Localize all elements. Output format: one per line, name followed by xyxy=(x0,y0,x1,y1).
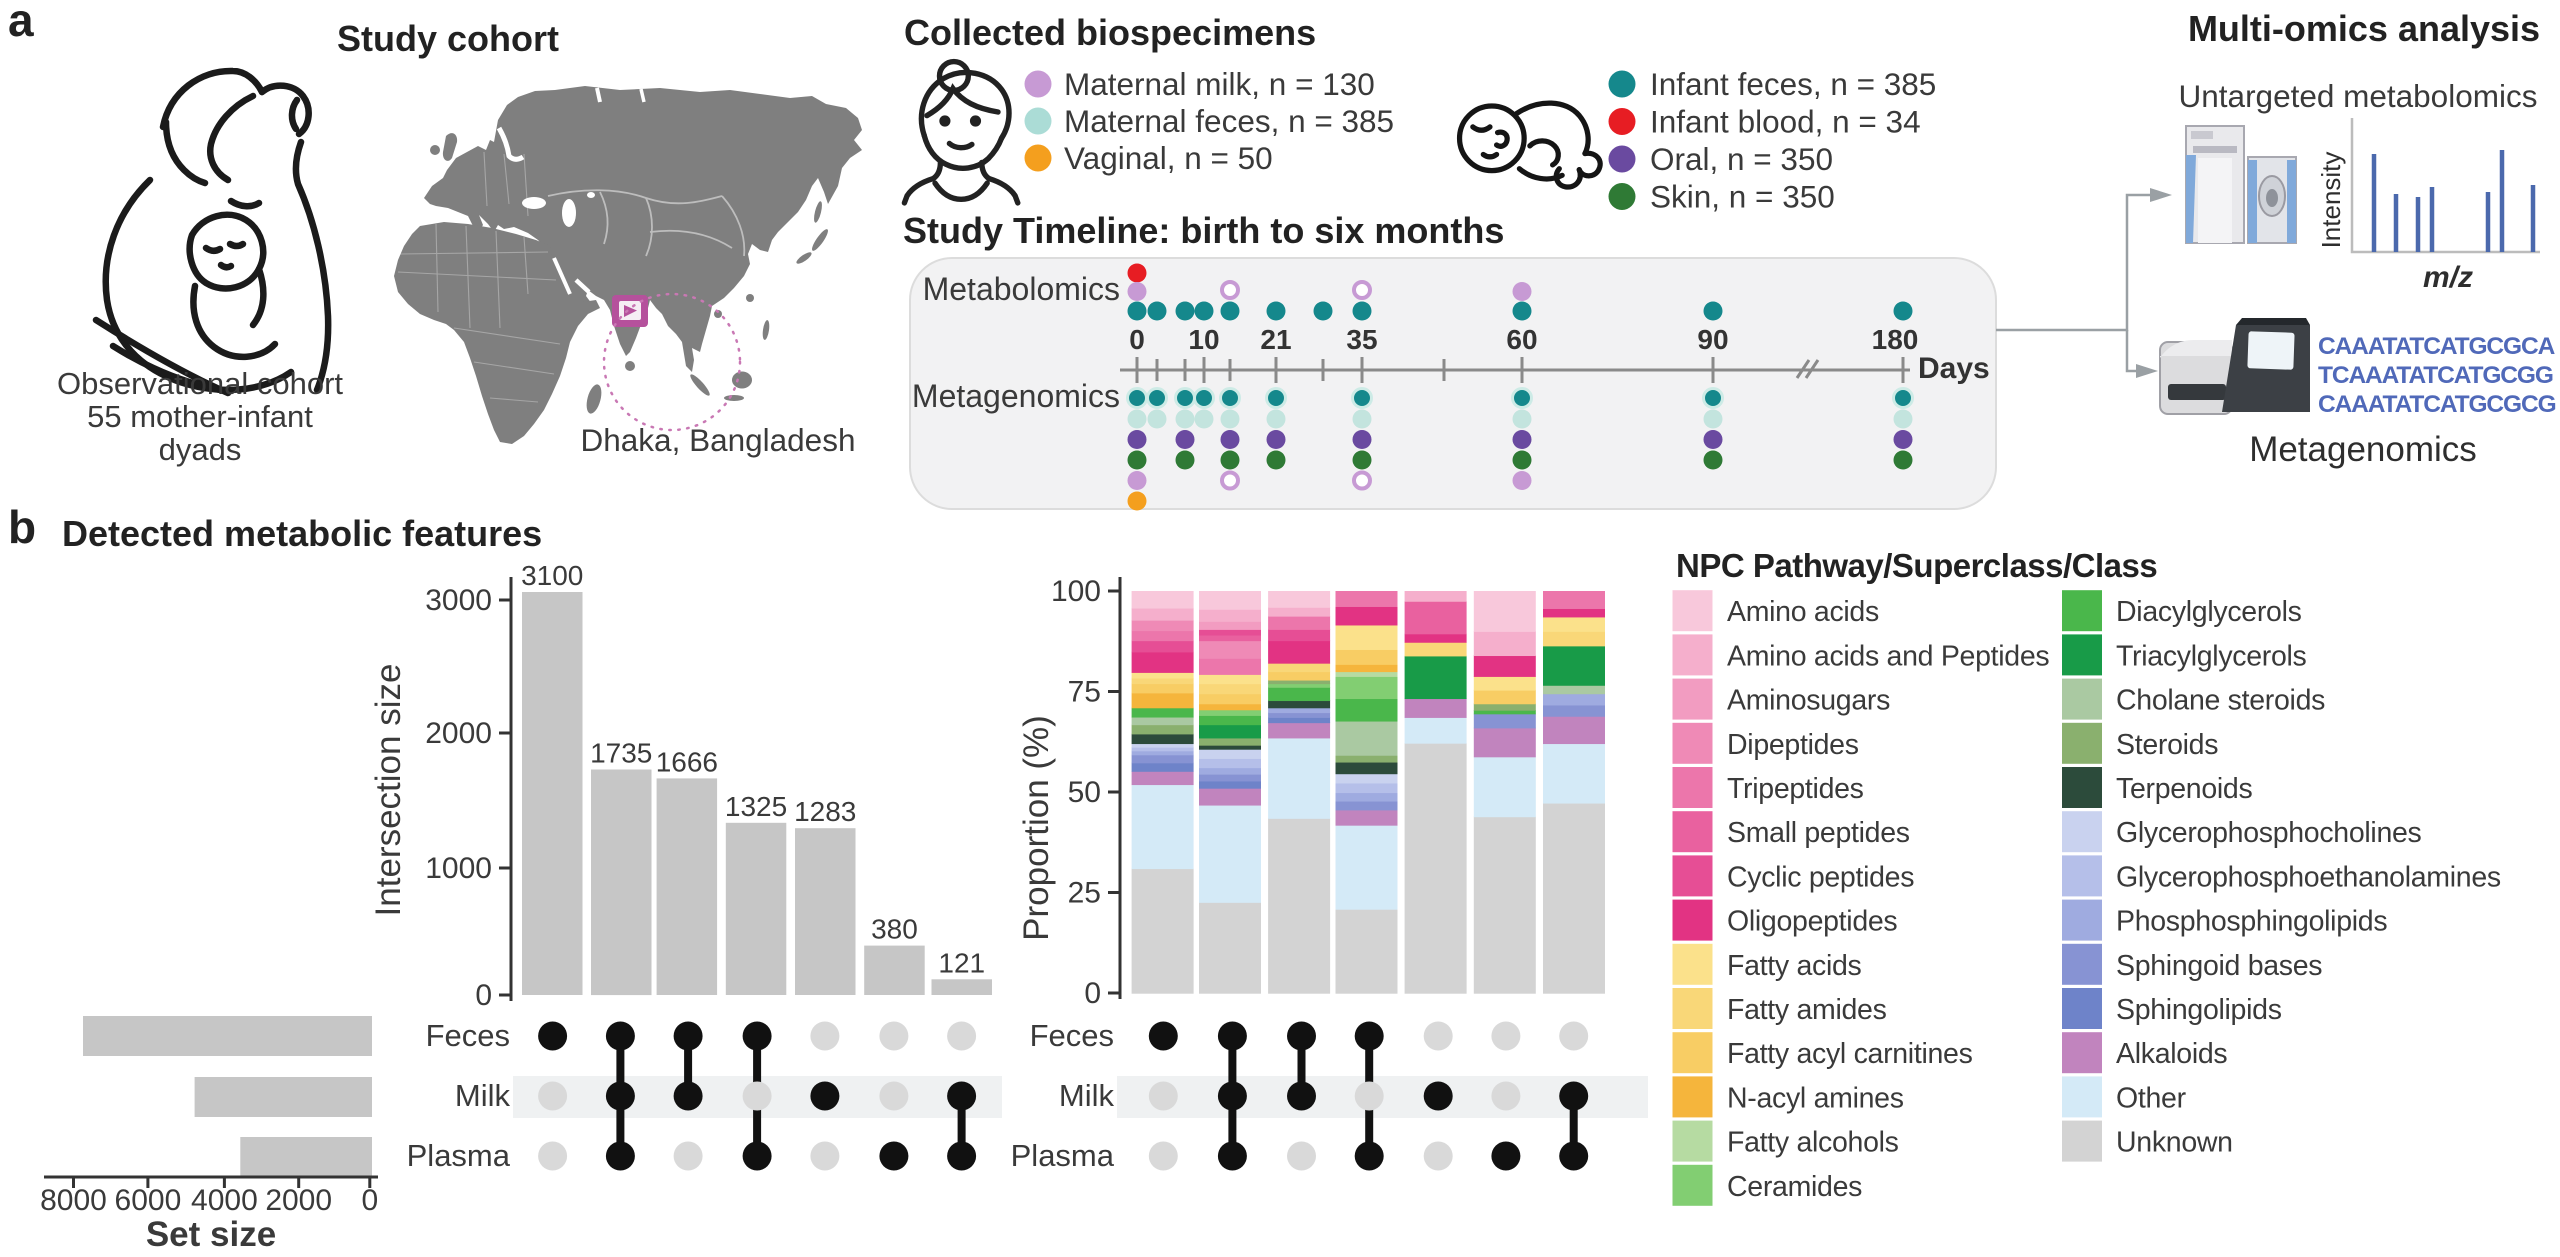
svg-text:55 mother-infant: 55 mother-infant xyxy=(87,399,313,434)
svg-text:Small peptides: Small peptides xyxy=(1727,817,1910,849)
svg-text:dyads: dyads xyxy=(159,432,242,467)
svg-text:0: 0 xyxy=(361,1184,378,1217)
svg-text:Tripeptides: Tripeptides xyxy=(1727,773,1864,805)
svg-text:Observational cohort: Observational cohort xyxy=(57,366,343,401)
svg-text:50: 50 xyxy=(1068,776,1101,809)
svg-text:Metabolomics: Metabolomics xyxy=(923,271,1120,307)
svg-text:Study cohort: Study cohort xyxy=(337,18,559,59)
svg-text:Fatty amides: Fatty amides xyxy=(1727,994,1887,1026)
svg-text:Dipeptides: Dipeptides xyxy=(1727,729,1859,761)
svg-text:Maternal feces, n = 385: Maternal feces, n = 385 xyxy=(1064,103,1394,139)
svg-text:Oligopeptides: Oligopeptides xyxy=(1727,906,1897,938)
svg-text:3000: 3000 xyxy=(425,584,492,617)
svg-text:N-acyl amines: N-acyl amines xyxy=(1727,1082,1904,1114)
svg-text:Glycerophosphocholines: Glycerophosphocholines xyxy=(2116,817,2422,849)
svg-text:Untargeted metabolomics: Untargeted metabolomics xyxy=(2179,78,2538,114)
svg-text:121: 121 xyxy=(938,947,985,978)
svg-text:60: 60 xyxy=(1506,324,1537,355)
svg-text:25: 25 xyxy=(1068,877,1101,910)
svg-text:6000: 6000 xyxy=(115,1184,182,1217)
svg-text:Metagenomics: Metagenomics xyxy=(912,378,1120,414)
svg-text:a: a xyxy=(8,0,34,46)
svg-text:Set size: Set size xyxy=(146,1215,276,1254)
svg-text:0: 0 xyxy=(1084,977,1101,1010)
svg-text:m/z: m/z xyxy=(2423,261,2473,294)
svg-text:Terpenoids: Terpenoids xyxy=(2116,773,2252,805)
svg-text:Days: Days xyxy=(1918,352,1990,385)
svg-text:75: 75 xyxy=(1068,676,1101,709)
svg-text:3100: 3100 xyxy=(521,560,583,591)
svg-text:Detected metabolic features: Detected metabolic features xyxy=(62,513,542,554)
svg-text:1735: 1735 xyxy=(590,737,652,768)
svg-text:Fatty alcohols: Fatty alcohols xyxy=(1727,1127,1899,1159)
svg-text:Collected biospecimens: Collected biospecimens xyxy=(904,12,1316,53)
svg-text:Fatty acyl carnitines: Fatty acyl carnitines xyxy=(1727,1038,1973,1070)
svg-text:90: 90 xyxy=(1697,324,1728,355)
svg-text:Study Timeline: birth to six m: Study Timeline: birth to six months xyxy=(903,210,1504,251)
svg-text:Intersection size: Intersection size xyxy=(369,664,408,917)
svg-text:2000: 2000 xyxy=(425,717,492,750)
svg-text:Cholane steroids: Cholane steroids xyxy=(2116,685,2325,717)
svg-text:1000: 1000 xyxy=(425,852,492,885)
svg-text:Infant feces, n = 385: Infant feces, n = 385 xyxy=(1650,66,1936,102)
svg-text:0: 0 xyxy=(1129,324,1145,355)
svg-text:Proportion (%): Proportion (%) xyxy=(1017,715,1056,941)
svg-text:10: 10 xyxy=(1188,324,1219,355)
svg-text:Intensity: Intensity xyxy=(2316,152,2346,249)
svg-text:Amino acids and Peptides: Amino acids and Peptides xyxy=(1727,640,2049,672)
svg-text:Feces: Feces xyxy=(426,1018,510,1053)
svg-text:Dhaka, Bangladesh: Dhaka, Bangladesh xyxy=(581,422,856,458)
svg-text:Plasma: Plasma xyxy=(407,1138,511,1173)
svg-text:Metagenomics: Metagenomics xyxy=(2249,430,2477,469)
svg-text:2000: 2000 xyxy=(265,1184,332,1217)
svg-text:CAAATATCATGCGCG: CAAATATCATGCGCG xyxy=(2318,391,2556,418)
svg-text:Fatty acids: Fatty acids xyxy=(1727,950,1862,982)
svg-text:8000: 8000 xyxy=(40,1184,107,1217)
svg-text:380: 380 xyxy=(871,914,918,945)
svg-text:4000: 4000 xyxy=(191,1184,258,1217)
svg-text:21: 21 xyxy=(1260,324,1291,355)
svg-text:Other: Other xyxy=(2116,1082,2187,1114)
svg-text:NPC Pathway/Superclass/Class: NPC Pathway/Superclass/Class xyxy=(1676,547,2157,584)
svg-text:1283: 1283 xyxy=(794,796,856,827)
svg-text:Vaginal, n = 50: Vaginal, n = 50 xyxy=(1064,140,1273,176)
svg-text:100: 100 xyxy=(1051,575,1101,608)
svg-text:Glycerophosphoethanolamines: Glycerophosphoethanolamines xyxy=(2116,861,2501,893)
svg-text:Sphingolipids: Sphingolipids xyxy=(2116,994,2282,1026)
svg-text:1666: 1666 xyxy=(656,746,718,777)
svg-text:Infant blood, n = 34: Infant blood, n = 34 xyxy=(1650,104,1921,140)
svg-text:Diacylglycerols: Diacylglycerols xyxy=(2116,596,2302,628)
svg-text:Multi-omics analysis: Multi-omics analysis xyxy=(2188,8,2540,49)
svg-text:35: 35 xyxy=(1346,324,1377,355)
svg-text:Steroids: Steroids xyxy=(2116,729,2218,761)
svg-text:CAAATATCATGCGCA: CAAATATCATGCGCA xyxy=(2318,333,2556,360)
svg-text:Alkaloids: Alkaloids xyxy=(2116,1038,2227,1070)
svg-text:Milk: Milk xyxy=(455,1078,511,1113)
svg-text:1325: 1325 xyxy=(725,791,787,822)
svg-text:Ceramides: Ceramides xyxy=(1727,1171,1862,1203)
svg-text:180: 180 xyxy=(1872,324,1919,355)
svg-text:Oral, n = 350: Oral, n = 350 xyxy=(1650,141,1833,177)
svg-text:Feces: Feces xyxy=(1030,1018,1114,1053)
svg-text:Unknown: Unknown xyxy=(2116,1127,2233,1159)
svg-text:0: 0 xyxy=(475,979,492,1012)
svg-text:Skin, n = 350: Skin, n = 350 xyxy=(1650,179,1835,215)
svg-text:Phosphosphingolipids: Phosphosphingolipids xyxy=(2116,906,2387,938)
svg-text:Aminosugars: Aminosugars xyxy=(1727,685,1890,717)
svg-text:Amino acids: Amino acids xyxy=(1727,596,1879,628)
svg-text:Maternal milk, n = 130: Maternal milk, n = 130 xyxy=(1064,66,1375,102)
svg-text:TCAAATATCATGCGG: TCAAATATCATGCGG xyxy=(2318,362,2553,389)
svg-text:Plasma: Plasma xyxy=(1011,1138,1115,1173)
svg-text:Triacylglycerols: Triacylglycerols xyxy=(2116,640,2307,672)
svg-text:b: b xyxy=(8,501,36,553)
svg-text:Milk: Milk xyxy=(1059,1078,1115,1113)
svg-text:Cyclic peptides: Cyclic peptides xyxy=(1727,861,1914,893)
svg-text:Sphingoid bases: Sphingoid bases xyxy=(2116,950,2322,982)
